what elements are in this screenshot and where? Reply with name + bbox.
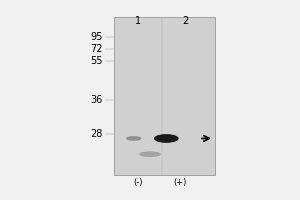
Text: 72: 72 [90,44,102,54]
Text: 55: 55 [90,56,102,66]
Ellipse shape [126,136,141,140]
Text: 95: 95 [90,32,102,42]
Ellipse shape [154,135,178,142]
Text: (-): (-) [134,178,143,187]
Text: 1: 1 [135,16,141,26]
Bar [114,17,215,175]
Text: 36: 36 [90,95,102,105]
Ellipse shape [140,152,160,157]
Text: 2: 2 [182,16,189,26]
Text: 28: 28 [90,129,102,139]
Text: (+): (+) [173,178,186,187]
